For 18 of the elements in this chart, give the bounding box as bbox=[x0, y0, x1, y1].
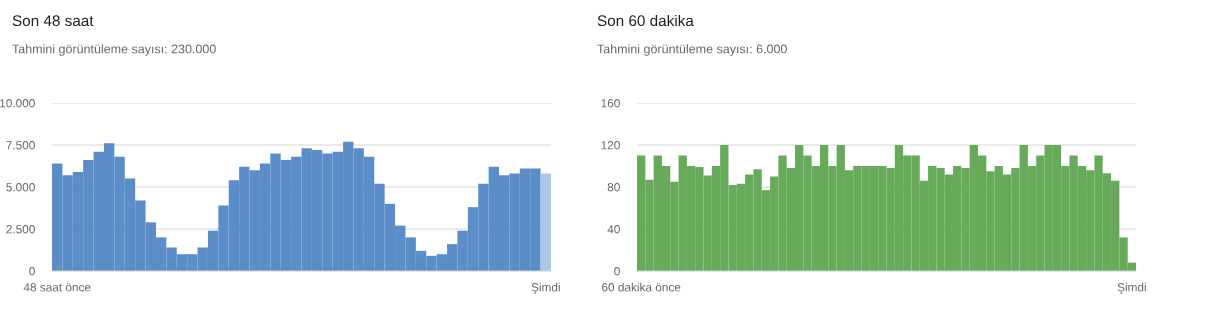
x-tick-label: Şimdi bbox=[1117, 282, 1146, 294]
chart-title: Son 60 dakika bbox=[597, 14, 694, 27]
y-tick-label: 160 bbox=[601, 99, 620, 108]
chart-subtitle: Tahmini görüntüleme sayısı: 230.000 bbox=[12, 44, 216, 56]
y-tick-label: 0 bbox=[29, 267, 35, 276]
y-tick-label: 0 bbox=[614, 267, 620, 276]
chart-title: Son 48 saat bbox=[12, 15, 94, 27]
y-tick-label: 5.000 bbox=[6, 183, 35, 192]
y-tick-label: 2.500 bbox=[6, 225, 35, 234]
y-tick-label: 40 bbox=[607, 225, 620, 234]
x-tick-label: Şimdi bbox=[531, 282, 560, 294]
y-tick-label: 7.500 bbox=[6, 141, 35, 150]
y-tick-label: 80 bbox=[607, 183, 620, 192]
x-tick-label: 48 saat önce bbox=[23, 283, 91, 292]
y-tick-label: 120 bbox=[601, 141, 620, 150]
chart-subtitle: Tahmini görüntüleme sayısı: 6.000 bbox=[597, 44, 787, 56]
x-tick-label: 60 dakika önce bbox=[602, 282, 681, 292]
y-tick-label: 10.000 bbox=[0, 99, 35, 108]
